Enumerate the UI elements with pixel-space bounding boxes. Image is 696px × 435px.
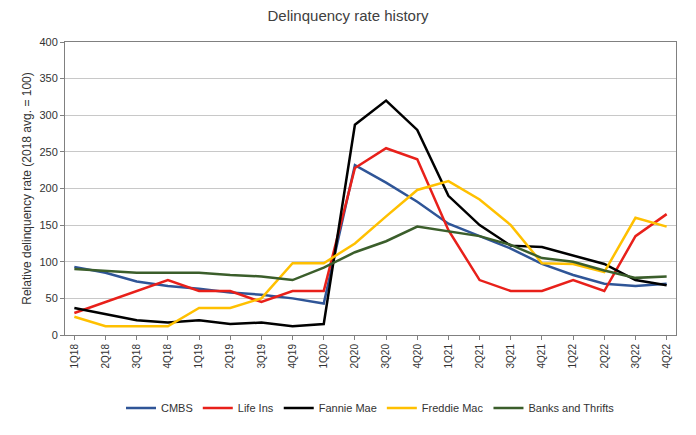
svg-text:4Q20: 4Q20: [412, 344, 423, 369]
svg-text:CMBS: CMBS: [161, 402, 193, 414]
svg-text:4Q19: 4Q19: [287, 344, 298, 369]
svg-text:Freddie Mac: Freddie Mac: [422, 402, 484, 414]
svg-text:150: 150: [39, 219, 57, 231]
svg-text:0: 0: [52, 329, 58, 341]
svg-text:Life Ins: Life Ins: [238, 402, 274, 414]
svg-text:4Q18: 4Q18: [162, 344, 173, 369]
svg-text:1Q20: 1Q20: [318, 344, 329, 369]
svg-text:250: 250: [39, 146, 57, 158]
svg-text:2Q19: 2Q19: [224, 344, 235, 369]
svg-text:2Q18: 2Q18: [100, 344, 111, 369]
svg-text:Delinquency rate history: Delinquency rate history: [268, 7, 429, 24]
svg-text:350: 350: [39, 72, 57, 84]
svg-text:1Q22: 1Q22: [567, 344, 578, 369]
svg-text:3Q22: 3Q22: [630, 344, 641, 369]
svg-text:1Q21: 1Q21: [443, 344, 454, 369]
svg-text:Relative delinquency rate (201: Relative delinquency rate (2018 avg. = 1…: [20, 72, 34, 304]
svg-text:400: 400: [39, 36, 57, 48]
svg-text:2Q21: 2Q21: [474, 344, 485, 369]
svg-text:3Q20: 3Q20: [380, 344, 391, 369]
svg-text:4Q21: 4Q21: [536, 344, 547, 369]
svg-text:4Q22: 4Q22: [661, 344, 672, 369]
svg-text:1Q19: 1Q19: [193, 344, 204, 369]
svg-text:100: 100: [39, 256, 57, 268]
svg-text:Banks and Thrifts: Banks and Thrifts: [528, 402, 614, 414]
svg-text:200: 200: [39, 182, 57, 194]
svg-text:3Q18: 3Q18: [131, 344, 142, 369]
svg-text:3Q19: 3Q19: [256, 344, 267, 369]
svg-text:2Q22: 2Q22: [599, 344, 610, 369]
svg-text:1Q18: 1Q18: [69, 344, 80, 369]
svg-text:50: 50: [46, 292, 58, 304]
svg-text:Fannie Mae: Fannie Mae: [319, 402, 377, 414]
svg-text:300: 300: [39, 109, 57, 121]
svg-text:2Q20: 2Q20: [349, 344, 360, 369]
svg-text:3Q21: 3Q21: [505, 344, 516, 369]
